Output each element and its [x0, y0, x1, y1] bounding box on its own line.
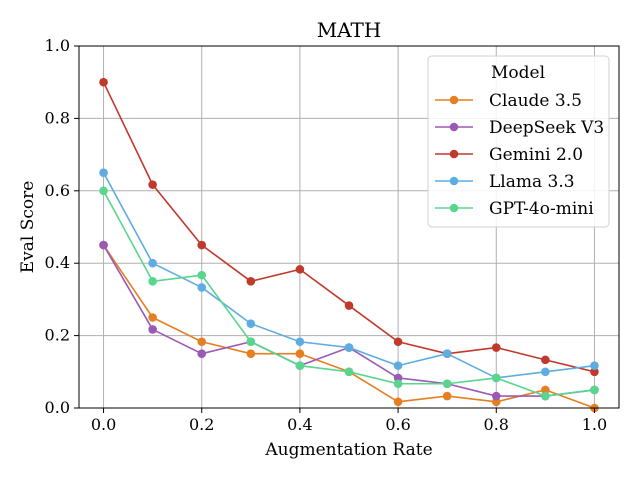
data-point-gpt-4o-mini [99, 186, 108, 196]
series-claude-3-5 [99, 240, 599, 413]
data-point-claude-3-5 [442, 391, 452, 401]
data-point-deepseek-v3 [491, 391, 501, 401]
axis-ticks: 0.0 0.2 0.4 0.6 0.8 1.0 0.0 0.2 0.4 0.6 0.8 1.0 [45, 36, 608, 434]
data-point-llama-3-3 [541, 367, 550, 377]
data-point-claude-3-5 [541, 385, 550, 395]
y-tick-label: 0.0 [45, 398, 70, 417]
data-point-llama-3-3 [99, 168, 108, 177]
data-point-llama-3-3 [197, 283, 207, 292]
data-point-claude-3-5 [393, 397, 403, 407]
legend-marker [449, 122, 459, 132]
y-tick-label: 0.6 [45, 181, 70, 200]
x-axis-label: Augmentation Rate [264, 440, 432, 460]
series-deepseek-v3 [99, 240, 599, 401]
legend-title: Model [491, 63, 545, 83]
x-tick-label: 0.2 [189, 415, 214, 434]
data-point-gpt-4o-mini [148, 277, 157, 286]
legend: Model Claude 3.5 DeepSeek V3 Gemini 2.0 Lla… [427, 55, 610, 228]
data-point-gemini-2-0 [491, 343, 501, 352]
legend-label: Llama 3.3 [489, 172, 575, 192]
y-tick-label: 0.2 [45, 326, 70, 345]
data-point-gemini-2-0 [197, 240, 207, 250]
data-point-gpt-4o-mini [197, 270, 207, 280]
data-point-gpt-4o-mini [491, 373, 501, 383]
legend-marker [449, 149, 459, 159]
legend-marker [449, 203, 459, 213]
data-point-claude-3-5 [148, 313, 157, 322]
data-point-llama-3-3 [442, 349, 452, 359]
data-point-gemini-2-0 [99, 77, 108, 87]
y-tick-label: 0.4 [45, 253, 70, 272]
x-tick-label: 0.6 [385, 415, 410, 434]
data-point-llama-3-3 [295, 337, 305, 347]
x-tick-label: 0.8 [484, 415, 509, 434]
chart-title: MATH [317, 18, 382, 42]
series-line-claude-3-5 [102, 244, 595, 409]
data-point-deepseek-v3 [148, 325, 157, 334]
data-point-llama-3-3 [246, 319, 256, 328]
data-point-gpt-4o-mini [442, 379, 452, 389]
series-gpt-4o-mini [99, 186, 599, 401]
data-point-gpt-4o-mini [541, 391, 550, 401]
data-point-gpt-4o-mini [393, 379, 403, 389]
y-axis-label: Eval Score [18, 181, 38, 274]
data-point-gemini-2-0 [590, 367, 599, 377]
legend-label: GPT-4o-mini [489, 199, 594, 219]
legend-label: Claude 3.5 [489, 91, 582, 111]
data-point-claude-3-5 [295, 349, 305, 359]
data-point-gemini-2-0 [148, 180, 157, 189]
data-point-gemini-2-0 [295, 265, 305, 274]
data-point-claude-3-5 [246, 349, 256, 359]
legend-marker [449, 95, 459, 105]
data-point-deepseek-v3 [197, 349, 207, 359]
x-tick-label: 0.0 [91, 415, 116, 434]
series-layer [99, 77, 599, 413]
data-point-claude-3-5 [197, 337, 207, 347]
data-point-gpt-4o-mini [246, 337, 256, 347]
series-llama-3-3 [99, 168, 599, 383]
x-tick-label: 0.4 [287, 415, 312, 434]
data-point-gemini-2-0 [541, 355, 550, 365]
data-point-gemini-2-0 [344, 301, 354, 310]
y-tick-label: 1.0 [45, 36, 70, 55]
legend-items: Claude 3.5 DeepSeek V3 Gemini 2.0 Llama 3.3… [435, 91, 604, 219]
data-point-deepseek-v3 [99, 240, 108, 250]
data-point-gpt-4o-mini [590, 385, 599, 395]
legend-item-gemini-2-0: Gemini 2.0 [435, 145, 583, 165]
data-point-llama-3-3 [393, 361, 403, 370]
data-point-gpt-4o-mini [295, 361, 305, 370]
legend-frame [427, 55, 610, 228]
legend-label: DeepSeek V3 [489, 118, 604, 138]
legend-item-gpt-4o-mini: GPT-4o-mini [435, 199, 594, 219]
data-point-gpt-4o-mini [344, 367, 354, 377]
plot-frame [78, 45, 620, 409]
legend-item-claude-3-5: Claude 3.5 [435, 91, 582, 111]
data-point-llama-3-3 [344, 343, 354, 352]
data-point-llama-3-3 [148, 258, 157, 268]
y-tick-label: 0.8 [45, 108, 70, 127]
data-point-gemini-2-0 [393, 337, 403, 347]
legend-item-llama-3-3: Llama 3.3 [435, 172, 575, 192]
data-point-llama-3-3 [590, 361, 599, 370]
x-tick-label: 1.0 [582, 415, 607, 434]
legend-marker [449, 176, 459, 186]
legend-label: Gemini 2.0 [489, 145, 583, 165]
data-point-gemini-2-0 [246, 277, 256, 286]
legend-item-deepseek-v3: DeepSeek V3 [435, 118, 604, 138]
